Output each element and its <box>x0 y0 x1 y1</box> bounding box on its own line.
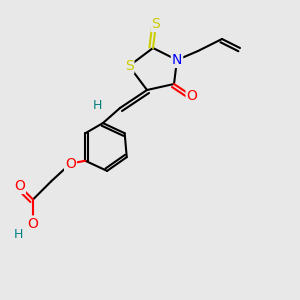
Text: O: O <box>28 217 38 230</box>
Text: S: S <box>152 17 160 31</box>
Text: N: N <box>172 53 182 67</box>
Text: H: H <box>93 99 102 112</box>
Text: S: S <box>124 59 134 73</box>
Text: H: H <box>14 228 23 241</box>
Text: O: O <box>187 89 197 103</box>
Text: O: O <box>14 179 25 193</box>
Text: O: O <box>65 157 76 170</box>
